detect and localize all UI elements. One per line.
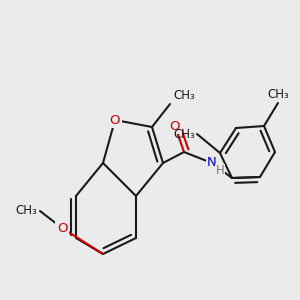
Text: H: H <box>216 164 224 178</box>
Text: O: O <box>170 119 180 133</box>
Text: CH₃: CH₃ <box>267 88 289 101</box>
Text: O: O <box>110 113 120 127</box>
Text: CH₃: CH₃ <box>173 89 195 102</box>
Text: N: N <box>207 157 217 169</box>
Text: CH₃: CH₃ <box>173 128 195 140</box>
Text: O: O <box>57 221 67 235</box>
Text: CH₃: CH₃ <box>15 205 37 218</box>
